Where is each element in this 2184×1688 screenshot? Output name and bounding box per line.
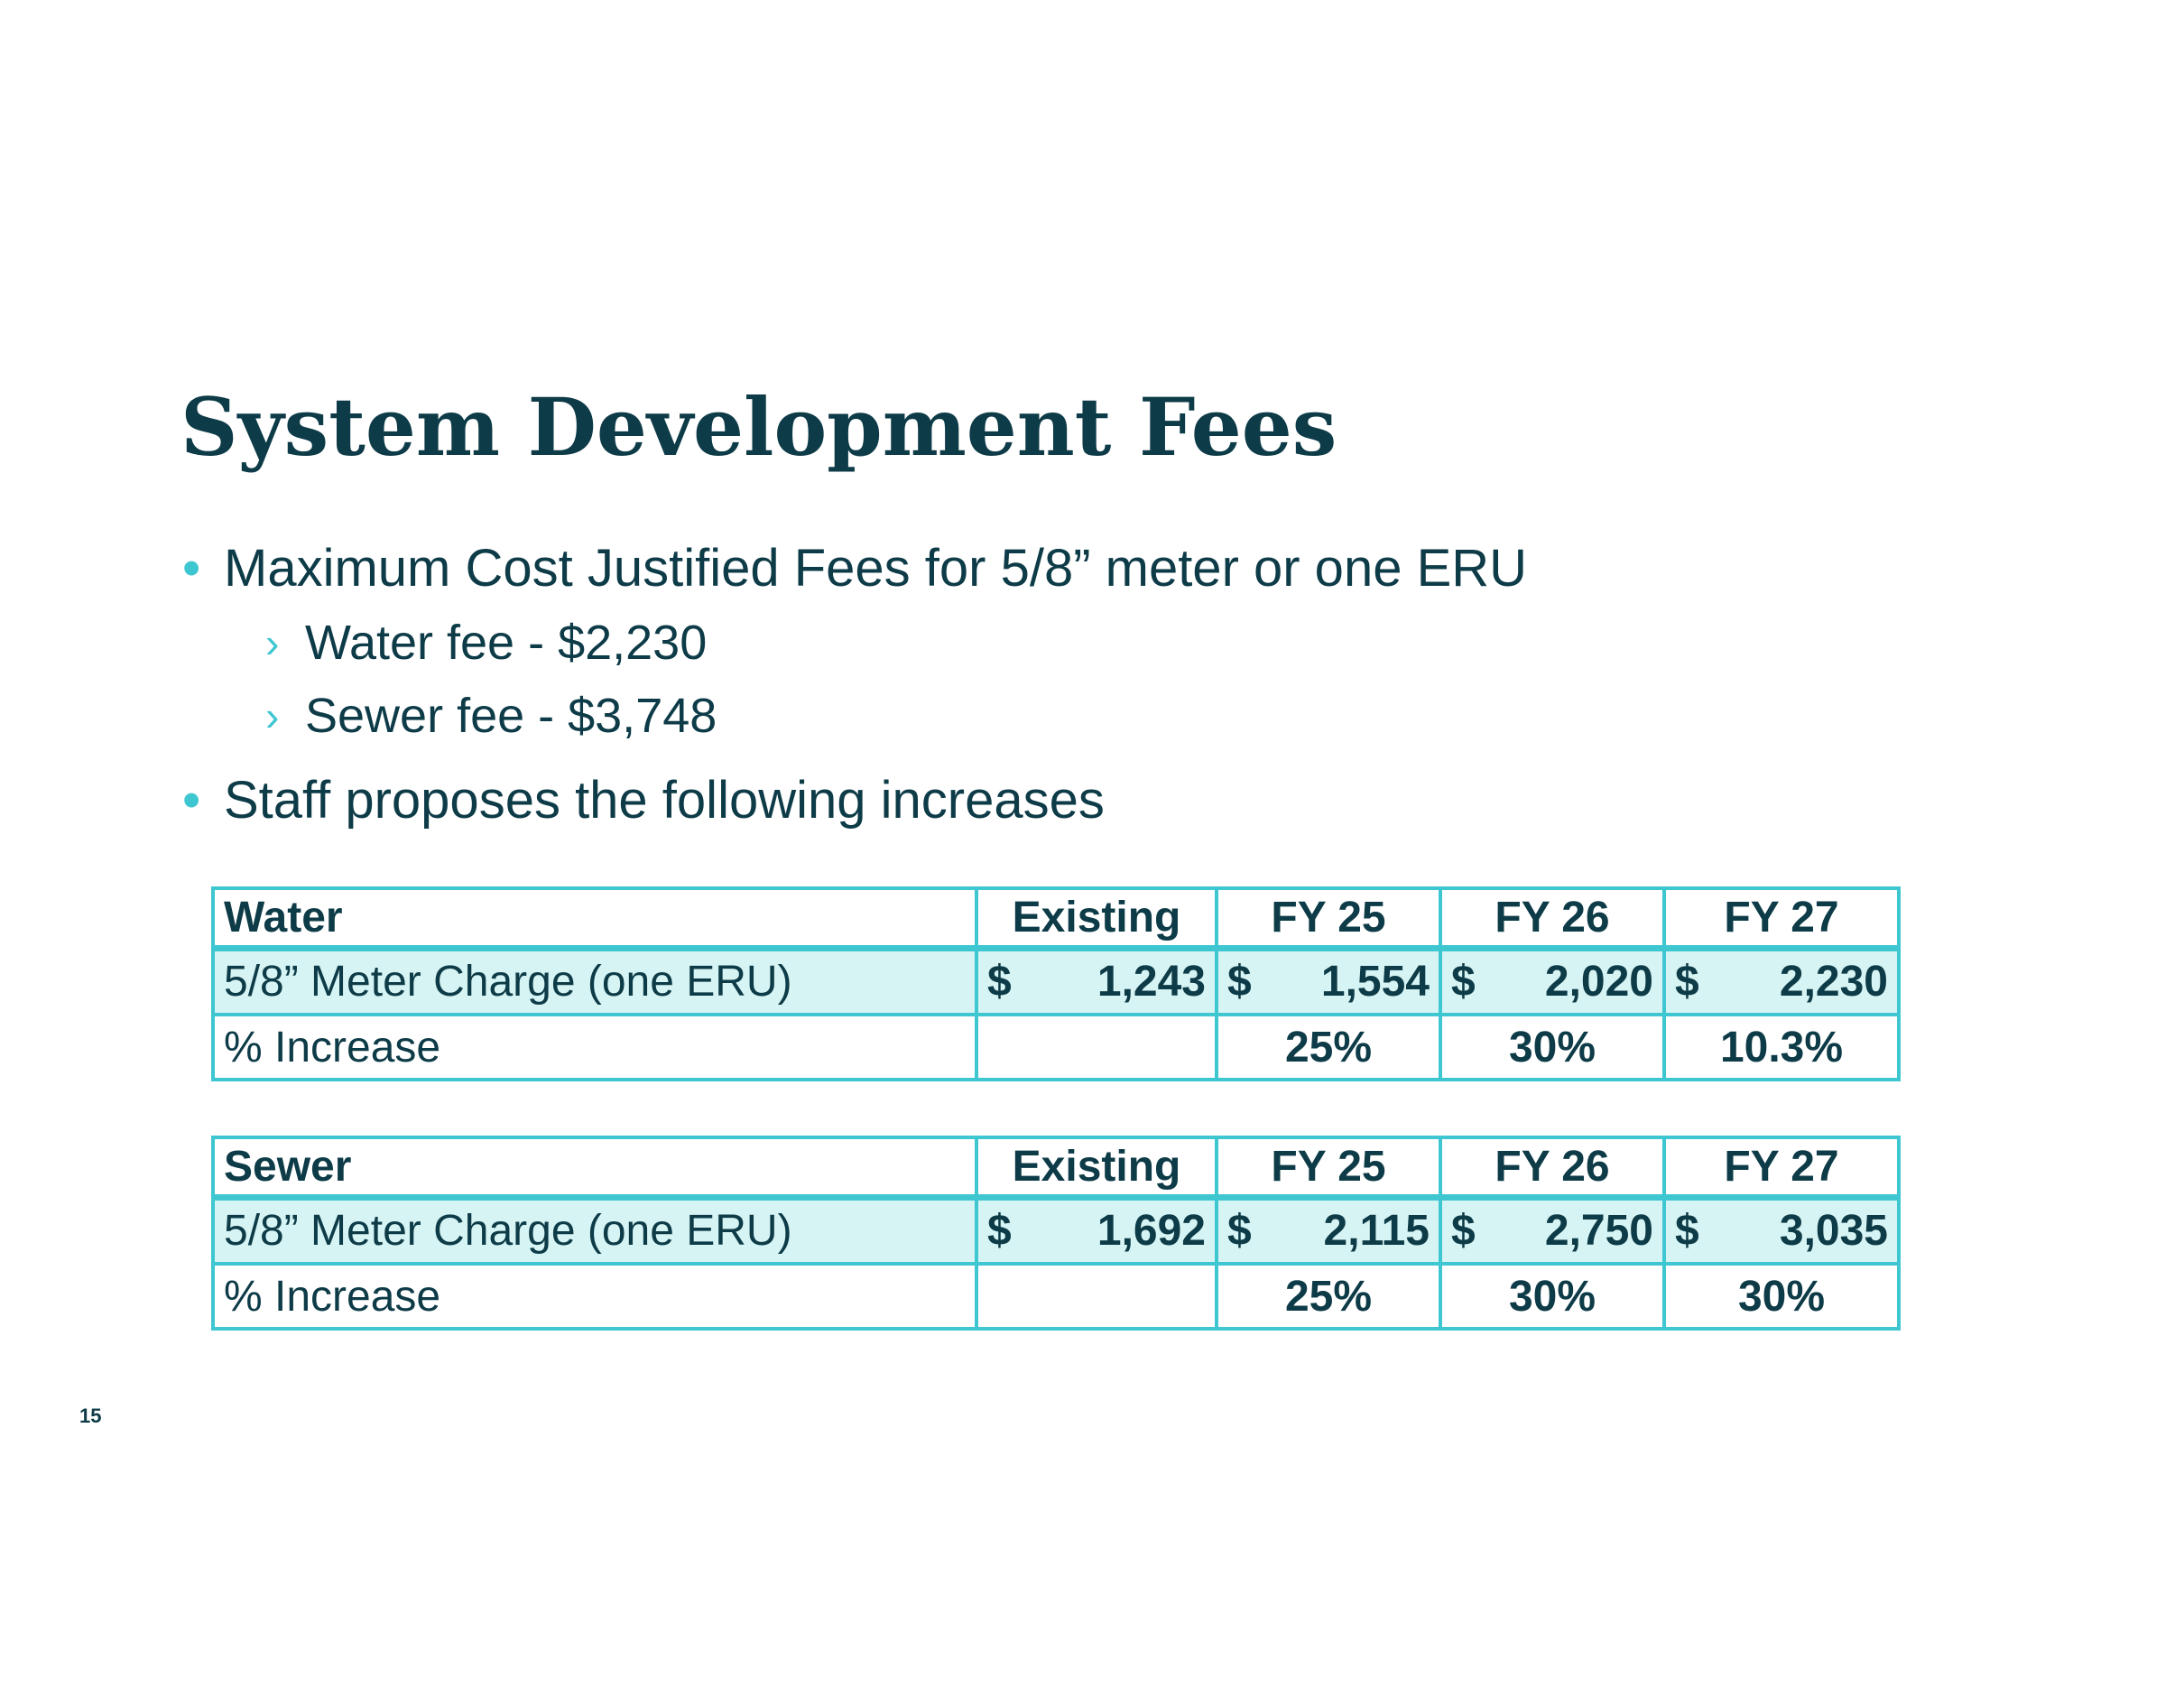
bullet-mark: • <box>182 539 201 598</box>
sub-bullet-text: Sewer fee - $3,748 <box>305 689 717 743</box>
bullet-text: Maximum Cost Justified Fees for 5/8” met… <box>224 539 1528 598</box>
row-label: % Increase <box>211 1013 978 1081</box>
table-header-row: Water Existing FY 25 FY 26 FY 27 <box>211 886 1901 951</box>
sub-bullet-text: Water fee - $2,230 <box>305 616 708 670</box>
currency-sign: $ <box>1227 1207 1252 1256</box>
cell-fy25: $2,115 <box>1215 1195 1442 1266</box>
cell-existing <box>975 1262 1218 1331</box>
amount: 2,750 <box>1544 1207 1653 1256</box>
table-row-percent-increase: % Increase 25% 30% 10.3% <box>211 1013 1901 1081</box>
table-header-existing: Existing <box>975 886 1218 951</box>
table-header-fy25: FY 25 <box>1215 886 1442 951</box>
sub-bullet-water-fee: › Water fee - $2,230 <box>265 613 708 672</box>
amount: 2,020 <box>1544 958 1653 1006</box>
bullet-mark: • <box>182 771 201 830</box>
sub-bullet-mark: › <box>265 692 280 739</box>
cell-fy25: $1,554 <box>1215 946 1442 1016</box>
cell-fy25: 25% <box>1215 1262 1442 1331</box>
amount: 3,035 <box>1779 1207 1888 1256</box>
cell-fy25: 25% <box>1215 1013 1442 1081</box>
bullet-text: Staff proposes the following increases <box>224 771 1105 830</box>
cell-existing: $1,243 <box>975 946 1218 1016</box>
currency-sign: $ <box>1451 1207 1476 1256</box>
currency-sign: $ <box>1675 1207 1699 1256</box>
table-row-meter-charge: 5/8” Meter Charge (one ERU) $1,243 $1,55… <box>211 946 1901 1016</box>
currency-sign: $ <box>1451 958 1476 1006</box>
page-number: 15 <box>79 1405 102 1427</box>
currency-sign: $ <box>1227 958 1252 1006</box>
table-header-fy26: FY 26 <box>1439 1136 1666 1201</box>
table-header-utility: Sewer <box>211 1136 978 1201</box>
amount: 1,692 <box>1097 1207 1206 1256</box>
sub-bullet-sewer-fee: › Sewer fee - $3,748 <box>265 686 717 746</box>
bullet-max-cost: • Maximum Cost Justified Fees for 5/8” m… <box>182 537 1528 600</box>
table-row-percent-increase: % Increase 25% 30% 30% <box>211 1262 1901 1331</box>
cell-fy26: $2,020 <box>1439 946 1666 1016</box>
table-header-row: Sewer Existing FY 25 FY 26 FY 27 <box>211 1136 1901 1201</box>
cell-fy26: 30% <box>1439 1262 1666 1331</box>
table-header-fy27: FY 27 <box>1662 886 1901 951</box>
table-header-fy26: FY 26 <box>1439 886 1666 951</box>
table-header-utility: Water <box>211 886 978 951</box>
cell-fy26: 30% <box>1439 1013 1666 1081</box>
water-fee-table: Water Existing FY 25 FY 26 FY 27 5/8” Me… <box>211 886 1901 1081</box>
cell-existing <box>975 1013 1218 1081</box>
cell-fy27: 30% <box>1662 1262 1901 1331</box>
amount: 2,230 <box>1779 958 1888 1006</box>
currency-sign: $ <box>987 1207 1012 1256</box>
cell-fy26: $2,750 <box>1439 1195 1666 1266</box>
table-row-meter-charge: 5/8” Meter Charge (one ERU) $1,692 $2,11… <box>211 1195 1901 1266</box>
row-label: 5/8” Meter Charge (one ERU) <box>211 946 978 1016</box>
amount: 1,243 <box>1097 958 1206 1006</box>
slide-title: System Development Fees <box>180 380 1337 474</box>
sub-bullet-mark: › <box>265 619 280 666</box>
table-header-existing: Existing <box>975 1136 1218 1201</box>
cell-existing: $1,692 <box>975 1195 1218 1266</box>
cell-fy27: $3,035 <box>1662 1195 1901 1266</box>
table-header-fy27: FY 27 <box>1662 1136 1901 1201</box>
cell-fy27: $2,230 <box>1662 946 1901 1016</box>
row-label: % Increase <box>211 1262 978 1331</box>
currency-sign: $ <box>1675 958 1699 1006</box>
sewer-fee-table: Sewer Existing FY 25 FY 26 FY 27 5/8” Me… <box>211 1136 1901 1331</box>
amount: 1,554 <box>1320 958 1430 1006</box>
bullet-staff-proposes: • Staff proposes the following increases <box>182 769 1105 832</box>
cell-fy27: 10.3% <box>1662 1013 1901 1081</box>
amount: 2,115 <box>1323 1207 1430 1256</box>
currency-sign: $ <box>987 958 1012 1006</box>
row-label: 5/8” Meter Charge (one ERU) <box>211 1195 978 1266</box>
table-header-fy25: FY 25 <box>1215 1136 1442 1201</box>
